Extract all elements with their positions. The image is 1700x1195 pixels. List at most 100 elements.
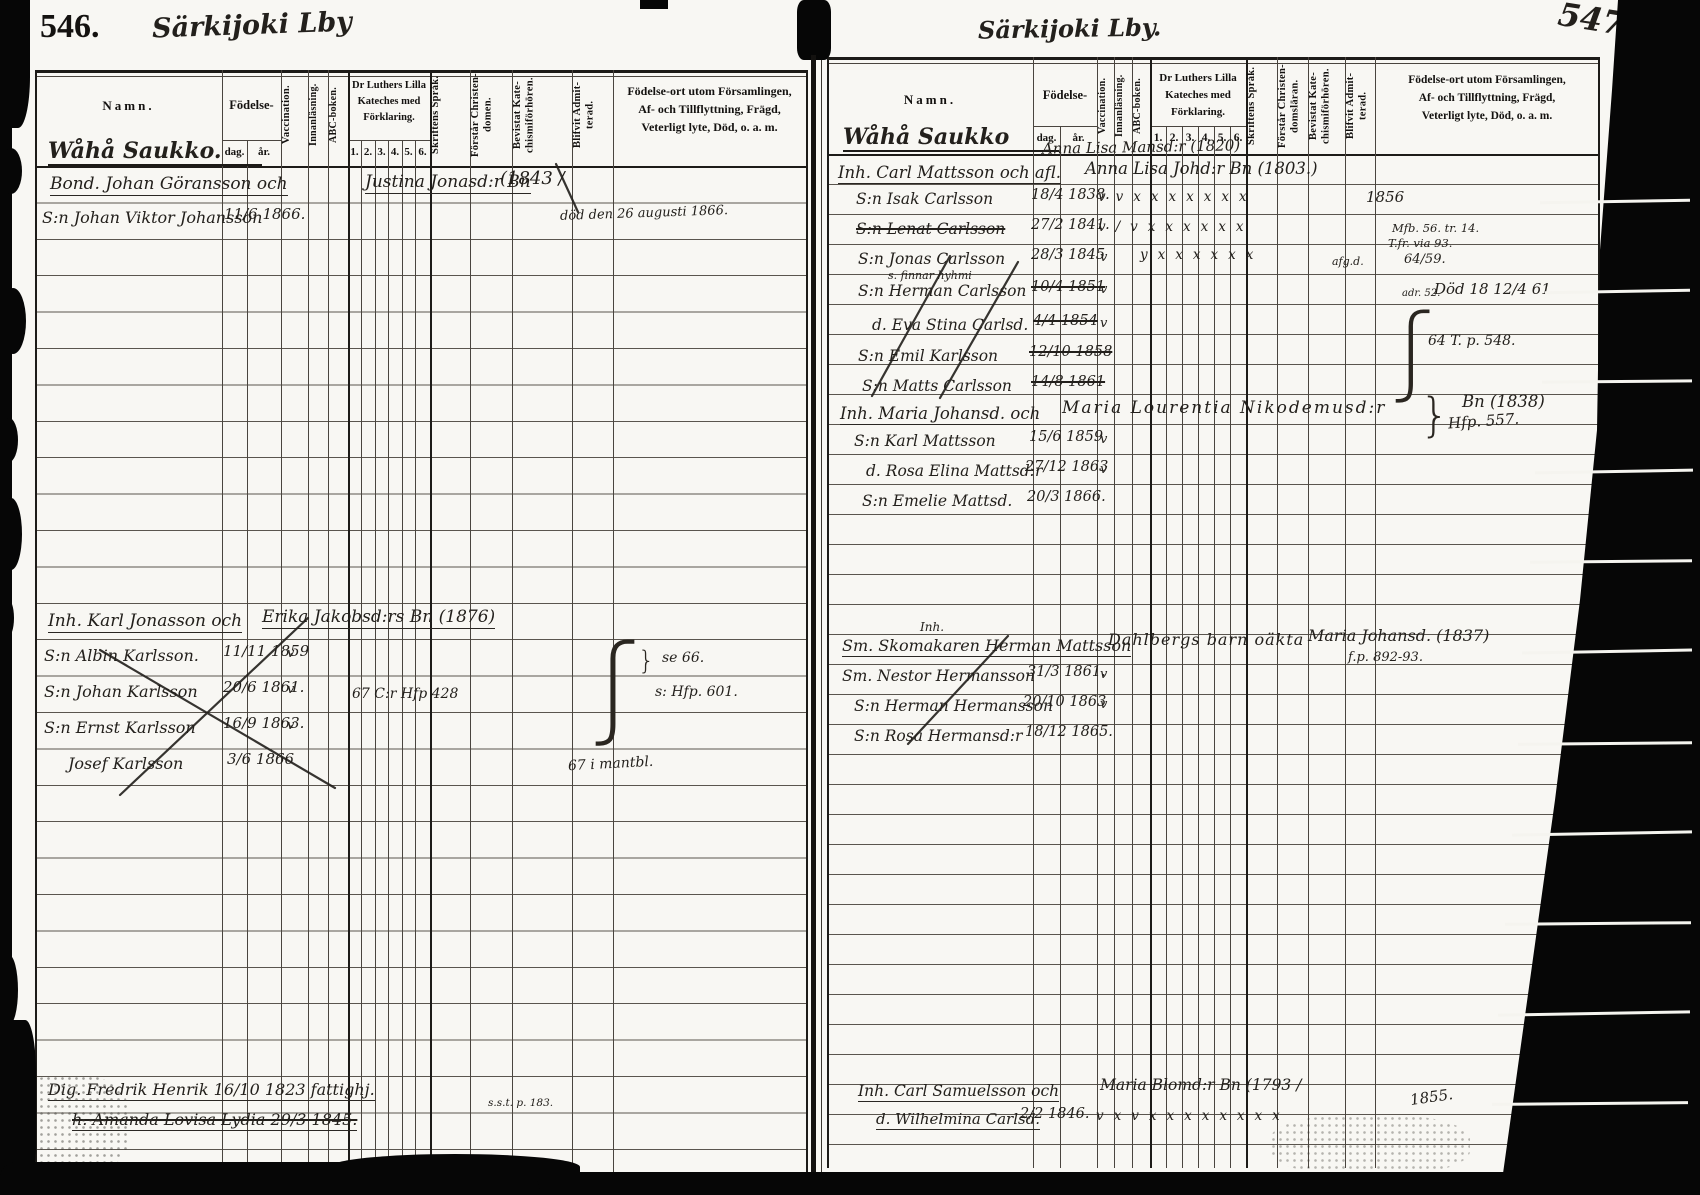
margin-note: T.fr. via 93. bbox=[1388, 236, 1453, 250]
entry-child-name: S:n Lenat Carlsson bbox=[856, 220, 1006, 238]
left-header-skriftens-sprak: Skriftens Språk. bbox=[430, 75, 441, 155]
entry-child-birthdate: 18/4 1838. bbox=[1031, 187, 1110, 203]
entry-head-name: Sm. Skomakaren Herman Mattsson bbox=[842, 636, 1132, 657]
check-mark: v bbox=[1100, 462, 1108, 477]
right-header-ort-3: Veterligt lyte, Död, o. a. m. bbox=[1421, 110, 1553, 122]
left-village-heading: Wåhå Saukko. bbox=[48, 138, 262, 166]
left-header-vaccination: Vaccination. bbox=[281, 85, 292, 145]
entry-child-birthdate: 2/2 1846. bbox=[1020, 1106, 1090, 1122]
left-page-ruled-rows bbox=[35, 167, 808, 1174]
right-page-title: Särkijoki Lby. bbox=[977, 12, 1162, 45]
left-header-katekes-2: Kateches med bbox=[357, 96, 421, 107]
entry-child-birthdate: 20/3 1866. bbox=[1027, 489, 1106, 505]
margin-note: 64/59. bbox=[1404, 252, 1446, 267]
right-katekes-col-5: 5. bbox=[1217, 132, 1227, 144]
entry-child-name: S:n Herman Carlsson bbox=[858, 282, 1027, 300]
margin-note: s: Hfp. 601. bbox=[655, 684, 738, 700]
scan-edge-blob bbox=[0, 955, 18, 1025]
left-katekes-col-4: 4. bbox=[390, 146, 400, 158]
left-header-innanlasning: Innanläsning. bbox=[308, 83, 319, 147]
entry-head-name: Inh. Maria Johansd. och bbox=[840, 404, 1041, 425]
entry-child-birthdate: 10/4 1851 bbox=[1031, 279, 1106, 295]
margin-note: se 66. bbox=[662, 650, 705, 666]
right-katekes-col-6: 6. bbox=[1233, 132, 1243, 144]
right-village-heading: Wåhå Saukko bbox=[843, 124, 1060, 152]
entry-head-spouse: Maria Johansd. (1837) bbox=[1308, 626, 1490, 645]
entry-head-name: Inh. Karl Jonasson och bbox=[48, 611, 243, 633]
entry-child-name: S:n Rosa Hermansd:r bbox=[854, 727, 1023, 745]
entry-child-birthdate: 11/11 1859 bbox=[223, 642, 310, 660]
entry-child-birthdate: 12/10 1858 bbox=[1029, 344, 1113, 360]
check-mark: v bbox=[287, 646, 295, 661]
left-header-split-birth bbox=[222, 140, 281, 141]
right-header-namn: Namn. bbox=[903, 92, 957, 107]
book-spine-blob bbox=[797, 0, 831, 60]
left-header-katekes-3: Förklaring. bbox=[363, 112, 415, 123]
right-header-forstar: Förstår Christen- domsläran. bbox=[1277, 64, 1301, 148]
left-katekes-col-2: 2. bbox=[363, 146, 373, 158]
entry-child-name: Sm. Nestor Hermansson bbox=[842, 667, 1036, 685]
right-table-top-border-inner bbox=[827, 63, 1600, 64]
right-header-split-birth bbox=[1033, 126, 1097, 127]
right-katekes-col-1: 1. bbox=[1153, 132, 1163, 144]
entry-child-name: d. Eva Stina Carlsd. bbox=[872, 316, 1029, 334]
interline-note: Inh. bbox=[920, 620, 945, 634]
check-marks: v/vxxxxxx bbox=[1098, 219, 1254, 235]
check-mark: v bbox=[1100, 697, 1108, 712]
right-header-dag: dag. bbox=[1036, 132, 1057, 144]
entry-head-spouse: Maria Blomd:r Bn (1793 / bbox=[1100, 1076, 1302, 1094]
entry-child-birthdate: 20/10 1863 bbox=[1023, 694, 1107, 710]
scan-edge-blob bbox=[0, 498, 22, 570]
entry-child-name: S:n Karl Mattsson bbox=[854, 432, 996, 450]
entry-head-spouse: Justina Jonasd:r Bn bbox=[365, 172, 531, 194]
check-mark: v bbox=[1100, 316, 1108, 331]
left-header-abc-boken: ABC-boken. bbox=[328, 86, 339, 144]
entry-head-marriage-year: (1843 / bbox=[500, 168, 565, 189]
scan-edge-blob bbox=[0, 0, 30, 128]
right-table-left-border bbox=[827, 57, 829, 1168]
right-katekes-col-3: 3. bbox=[1185, 132, 1195, 144]
entry-child-name: d. Rosa Elina Mattsd:r bbox=[866, 462, 1043, 480]
scan-edge-blob bbox=[0, 288, 26, 354]
right-header-bottom bbox=[827, 154, 1600, 156]
entry-child-birthdate: 18/12 1865. bbox=[1025, 724, 1113, 740]
right-header-katekes-1: Dr Luthers Lilla bbox=[1159, 72, 1237, 84]
check-mark: v bbox=[287, 682, 295, 697]
scan-edge-blob bbox=[0, 598, 14, 638]
entry-child-name: S:n Albin Karlsson. bbox=[44, 646, 199, 665]
entry-child-birthdate: 27/2 1841. bbox=[1031, 217, 1110, 233]
entry-head-name: Bond. Johan Göransson och bbox=[50, 174, 288, 196]
entry-child-name: S:n Isak Carlsson bbox=[856, 190, 994, 208]
margin-note: Mfb. 56. tr. 14. bbox=[1392, 221, 1480, 235]
entry-struck-line: h. Amanda Lovisa Lydia 29/3 1845. bbox=[72, 1110, 358, 1131]
interline-note: s. finnar hyhmi bbox=[888, 269, 972, 282]
scan-top-dash bbox=[640, 0, 668, 9]
check-mark: v bbox=[1100, 667, 1108, 682]
left-header-ort-3: Veterligt lyte, Död, o. a. m. bbox=[641, 120, 778, 134]
interline-note: Anna Lisa Mansd:r (1820) bbox=[1041, 136, 1241, 158]
left-header-ort-2: Af- och Tillflyttning, Frägd, bbox=[638, 102, 781, 116]
left-page-number: 546. bbox=[40, 8, 100, 45]
right-header-blifvit: Blifvit Admit- terad. bbox=[1345, 72, 1369, 140]
right-header-skriftens-sprak: Skriftens Språk. bbox=[1246, 66, 1257, 146]
entry-child-name: S:n Emelie Mattsd. bbox=[862, 492, 1013, 510]
margin-year-note: 1856 bbox=[1366, 188, 1405, 206]
entry-head-spouse: Erika Jakobsd:rs Bn (1876) bbox=[262, 607, 496, 629]
right-katekes-col-4: 4. bbox=[1201, 132, 1211, 144]
right-header-ort-2: Af- och Tillflyttning, Frägd, bbox=[1418, 92, 1556, 104]
entry-head-year: Bn (1838) bbox=[1462, 392, 1545, 411]
left-katekes-col-6: 6. bbox=[418, 146, 427, 158]
ink-brace-small: } bbox=[1420, 388, 1450, 442]
entry-child-name: Josef Karlsson bbox=[68, 754, 184, 773]
entry-child-name: S:n Jonas Carlsson bbox=[858, 250, 1006, 268]
entry-child-birthdate: 11/6 1866. bbox=[224, 205, 306, 223]
ink-brace: ʃ bbox=[1396, 294, 1429, 406]
entry-child-birthdate: 4/4 1854 bbox=[1033, 313, 1098, 329]
scan-noise-bottom-right bbox=[1270, 1115, 1470, 1175]
katekes-note: 67 C:r Hfp 428 bbox=[352, 686, 459, 702]
check-mark: v bbox=[287, 718, 295, 733]
left-table-top-border bbox=[35, 70, 808, 73]
entry-child-name: S:n Ernst Karlsson bbox=[44, 718, 196, 737]
tiny-reference-note: s.s.t. p. 183. bbox=[488, 1097, 554, 1109]
